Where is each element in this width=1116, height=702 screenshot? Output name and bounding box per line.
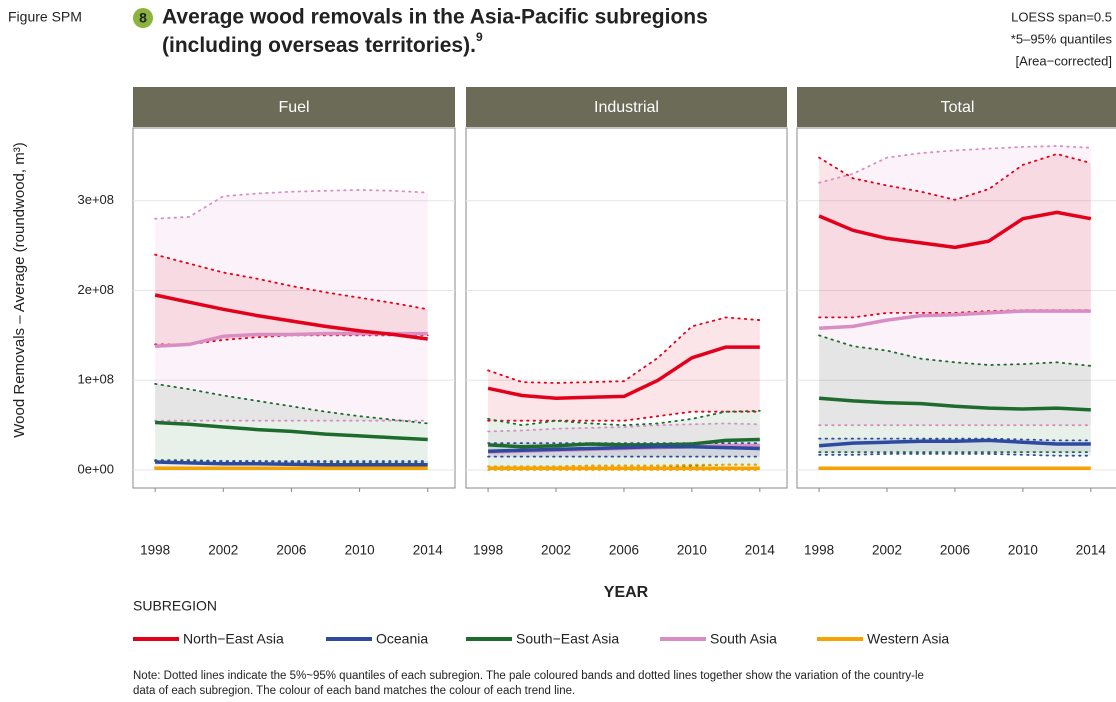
quantile-line [487,409,761,427]
method-note: LOESS span=0.5 [1011,9,1112,24]
legend-label: South Asia [710,631,777,647]
plot-area [132,127,456,489]
quantile-line [487,316,761,384]
x-tick-label: 2010 [345,543,375,558]
y-tick-label: 1e+08 [77,372,114,387]
x-tick-label: 2006 [276,543,306,558]
y-tick-label: 2e+08 [77,282,114,297]
trend-line [155,460,428,467]
x-tick-label: 2010 [1008,543,1038,558]
x-tick-label: 2002 [208,543,238,558]
trend-line [154,293,428,341]
x-tick-label: 1998 [140,543,170,558]
quantile-line [818,145,1092,184]
x-tick-label: 2006 [940,543,970,558]
quantile-line [818,453,1092,457]
note: Note: Dotted lines indicate the 5%~95% q… [133,670,924,682]
quantile-band [488,410,760,467]
figure-number: 8 [139,10,147,26]
quantile-band [488,317,760,421]
x-tick-label: 2010 [677,543,707,558]
method-note: [Area−corrected] [1016,53,1112,68]
x-tick-label: 2002 [872,543,902,558]
plot-layer [466,200,787,471]
plot-area [465,127,788,489]
plot-layer [797,145,1116,471]
quantile-line [487,410,761,422]
trend-line [818,396,1091,412]
quantile-line [818,153,1092,201]
y-axis-label: Wood Removals – Average (roundwood, m³) [11,142,28,437]
quantile-band [819,335,1091,453]
footnote-ref: 9 [476,30,483,44]
legend-label: Oceania [376,631,428,647]
trend-line [818,210,1092,250]
y-tick-label: 3e+08 [77,192,114,207]
panel-title: Fuel [278,99,309,116]
quantile-line [154,253,429,311]
quantile-band [155,254,428,345]
title: (including overseas territories).9 [162,30,483,56]
title: Average wood removals in the Asia-Pacifi… [162,6,708,29]
figure-label: Figure SPM [8,9,82,25]
trend-line [818,438,1091,448]
x-tick-label: 2002 [541,543,571,558]
plot-area [796,127,1116,489]
panel-strip [797,87,1116,127]
x-tick-label: 2014 [413,543,444,558]
legend-label: Western Asia [867,631,949,647]
panel-title: Industrial [594,99,659,116]
quantile-line [154,383,429,425]
legend-label: South−East Asia [516,631,619,647]
legend-label: North−East Asia [183,631,284,647]
plot-layer [133,188,455,471]
note: data of each subregion. The colour of ea… [133,685,575,697]
x-tick-label: 2006 [609,543,639,558]
quantile-line [154,188,429,220]
x-tick-label: 1998 [804,543,834,558]
quantile-band [155,189,428,421]
trend-line [488,444,760,453]
x-axis-label: YEAR [604,584,649,601]
panel-strip [466,87,787,127]
trend-line [819,309,1091,330]
method-note: *5–95% quantiles [1011,31,1113,46]
x-tick-label: 2014 [745,543,776,558]
quantile-band [155,383,428,463]
panel-title: Total [941,99,975,116]
trend-line [155,420,428,442]
x-tick-label: 2014 [1076,543,1107,558]
trend-line [487,345,760,400]
quantile-band [819,154,1091,318]
x-tick-label: 1998 [473,543,503,558]
legend-title: SUBREGION [133,598,217,614]
title-line: (including overseas territories). [162,34,476,57]
trend-line [488,437,760,449]
panel-strip [133,87,455,127]
figure-badge [133,8,153,28]
quantile-line [818,334,1092,367]
quantile-line [487,422,761,433]
quantile-band [819,146,1091,426]
quantile-line [818,437,1092,442]
y-tick-label: 0e+00 [77,461,114,476]
